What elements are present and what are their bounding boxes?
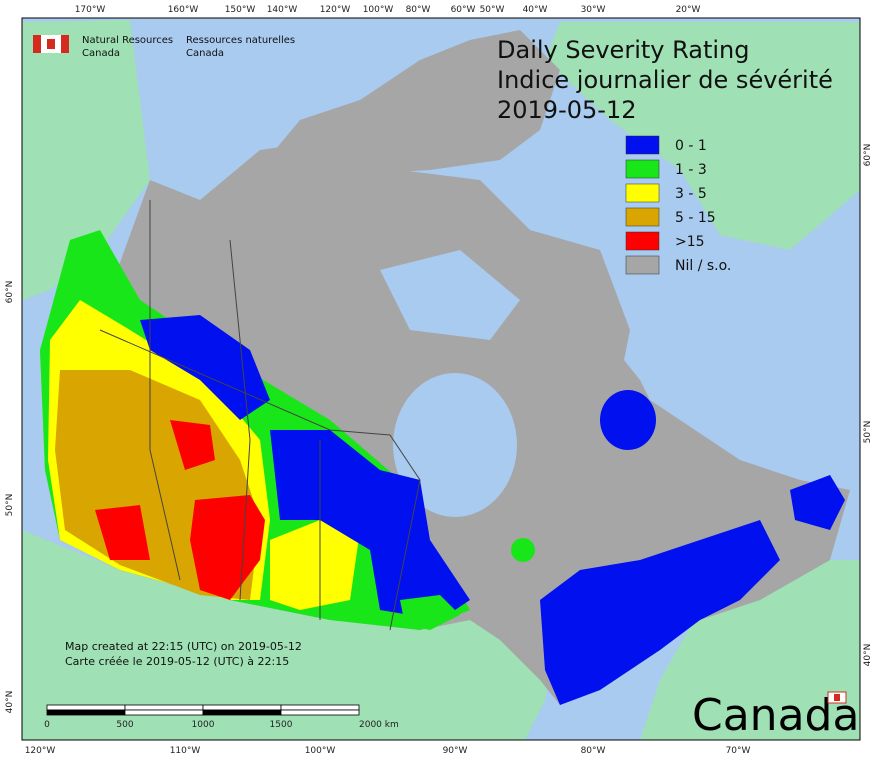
lon-label: 20°W xyxy=(676,5,701,15)
severity-area xyxy=(400,595,460,630)
legend-label: >15 xyxy=(675,234,705,250)
severity-area xyxy=(170,420,215,470)
legend-label: 1 - 3 xyxy=(675,162,707,178)
lat-label: 50°N xyxy=(863,421,873,444)
map-body xyxy=(22,18,860,740)
created-en: Map created at 22:15 (UTC) on 2019-05-12 xyxy=(65,640,302,653)
lon-label: 120°W xyxy=(320,5,351,15)
severity-area xyxy=(95,505,150,560)
severity-area xyxy=(190,495,265,600)
lon-label: 170°W xyxy=(75,5,106,15)
scale-segment xyxy=(46,704,126,711)
title-fr: Indice journalier de sévérité xyxy=(497,66,833,94)
scale-label: 0 xyxy=(44,720,50,730)
title: Daily Severity Rating xyxy=(497,36,749,64)
lon-label: 90°W xyxy=(443,746,468,756)
scale-segment xyxy=(124,704,204,711)
scale-segment xyxy=(46,709,126,716)
scale-label: 500 xyxy=(116,720,133,730)
legend-swatch xyxy=(625,255,660,275)
scale-label: 1000 xyxy=(192,720,215,730)
scale-segment xyxy=(124,709,204,716)
flag-leaf xyxy=(47,39,55,49)
lat-label: 60°N xyxy=(863,144,873,167)
lat-label: 60°N xyxy=(5,281,15,304)
lat-label: 40°N xyxy=(863,644,873,667)
usa xyxy=(22,530,560,740)
scale-segment xyxy=(280,704,360,711)
legend-swatch xyxy=(625,207,660,227)
arctic-islands xyxy=(250,30,560,180)
lon-label: 150°W xyxy=(225,5,256,15)
scale-segment xyxy=(280,709,360,716)
lon-label: 60°W xyxy=(451,5,476,15)
lon-label: 100°W xyxy=(305,746,336,756)
lat-label: 50°N xyxy=(5,494,15,517)
lon-label: 140°W xyxy=(267,5,298,15)
legend-label: 3 - 5 xyxy=(675,186,707,202)
lon-label: 120°W xyxy=(25,746,56,756)
severity-area xyxy=(270,520,360,610)
created-fr: Carte créée le 2019-05-12 (UTC) à 22:15 xyxy=(65,655,289,668)
scale-segment xyxy=(202,709,282,716)
border xyxy=(149,200,181,581)
usa-east xyxy=(640,560,860,740)
border xyxy=(229,239,251,601)
severity-area xyxy=(140,315,270,420)
legend-label: 5 - 15 xyxy=(675,210,716,226)
lon-label: 110°W xyxy=(170,746,201,756)
lon-label: 30°W xyxy=(581,5,606,15)
greenland xyxy=(545,22,860,250)
lon-label: 40°W xyxy=(523,5,548,15)
agency-en: Canada xyxy=(82,48,120,59)
lon-label: 80°W xyxy=(406,5,431,15)
flag-band xyxy=(61,35,69,53)
lon-label: 100°W xyxy=(363,5,394,15)
lon-label: 50°W xyxy=(480,5,505,15)
scale-label: 1500 xyxy=(270,720,293,730)
severity-area xyxy=(540,520,780,705)
severity-area xyxy=(600,390,656,450)
hudson-bay xyxy=(393,373,517,517)
agency-fr: Ressources naturelles xyxy=(186,35,295,46)
border xyxy=(99,329,421,631)
agency-fr: Canada xyxy=(186,48,224,59)
scale-segment xyxy=(202,704,282,711)
wordmark-leaf xyxy=(834,694,840,701)
agency-en: Natural Resources xyxy=(82,35,173,46)
scale-label: 2000 km xyxy=(359,720,399,730)
lat-label: 40°N xyxy=(5,691,15,714)
severity-area xyxy=(511,538,535,562)
legend-swatch xyxy=(625,183,660,203)
channel xyxy=(380,250,520,340)
legend-label: Nil / s.o. xyxy=(675,258,731,274)
lon-label: 80°W xyxy=(581,746,606,756)
flag-band xyxy=(33,35,41,53)
map-border xyxy=(21,17,861,741)
lon-label: 160°W xyxy=(168,5,199,15)
legend-swatch xyxy=(625,231,660,251)
severity-area xyxy=(790,475,845,530)
lon-label: 70°W xyxy=(726,746,751,756)
date: 2019-05-12 xyxy=(497,96,636,124)
legend-swatch xyxy=(625,159,660,179)
legend-swatch xyxy=(625,135,660,155)
legend-label: 0 - 1 xyxy=(675,138,707,154)
alaska xyxy=(22,20,150,300)
